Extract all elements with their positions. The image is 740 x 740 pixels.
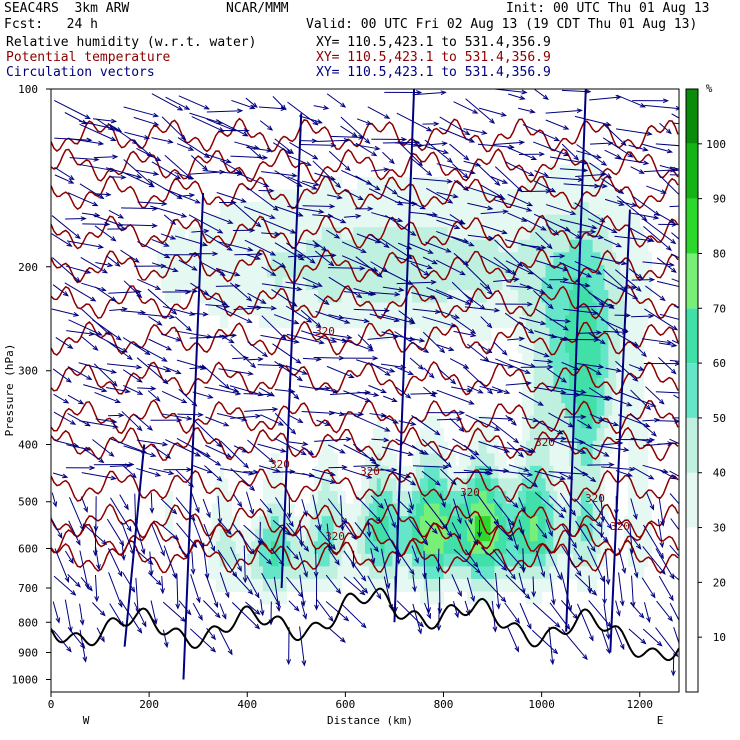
field-label-theta: Potential temperature — [6, 50, 171, 65]
colorbar-band — [686, 198, 698, 254]
field-xy-vectors: XY= 110.5,423.1 to 531.4,356.9 — [316, 65, 551, 80]
field-label-vectors: Circulation vectors — [6, 65, 155, 80]
x-tick-label: 200 — [139, 698, 159, 711]
y-tick-label: 700 — [18, 582, 38, 595]
colorbar-label: 60 — [713, 357, 726, 370]
header-valid: Valid: 00 UTC Fri 02 Aug 13 (19 CDT Thu … — [306, 17, 698, 32]
colorbar-band — [686, 472, 698, 528]
x-axis-title: Distance (km) — [327, 714, 413, 727]
theta-contour-label: 320 — [315, 325, 335, 338]
x-tick-label: 600 — [335, 698, 355, 711]
theta-labels: 320 320 320 320 320 320 320 320 — [270, 325, 630, 543]
x-tick-label: 0 — [48, 698, 55, 711]
circulation-vectors — [51, 89, 679, 680]
y-tick-label: 500 — [18, 496, 38, 509]
colorbar-label: 10 — [713, 631, 726, 644]
colorbar-label: 50 — [713, 412, 726, 425]
theta-contour-label: 320 — [535, 436, 555, 449]
y-tick-label: 200 — [18, 261, 38, 274]
theta-contour-label: 320 — [360, 465, 380, 478]
terrain-line — [51, 587, 679, 662]
x-axis: 0 200 400 600 800 1000 1200 — [48, 692, 653, 711]
colorbar-frame — [685, 88, 699, 693]
y-tick-label: 1000 — [12, 673, 39, 686]
header-forecast: Fcst: 24 h — [4, 17, 98, 32]
colorbar-label: 30 — [713, 522, 726, 535]
theta-contour-label: 320 — [460, 486, 480, 499]
colorbar: 10 20 30 40 50 60 70 80 90 100 — [685, 88, 726, 693]
y-tick-label: 100 — [18, 83, 38, 96]
y-tick-label: 600 — [18, 542, 38, 555]
y-axis: 100 200 300 400 500 600 700 800 900 1000 — [12, 83, 51, 686]
y-tick-label: 800 — [18, 616, 38, 629]
colorbar-band — [686, 363, 698, 418]
plot-frame — [50, 88, 680, 693]
field-label-rh: Relative humidity (w.r.t. water) — [6, 35, 257, 50]
header-center: NCAR/MMM — [226, 1, 289, 16]
x-tick-label: 1000 — [528, 698, 555, 711]
field-xy-theta: XY= 110.5,423.1 to 531.4,356.9 — [316, 50, 551, 65]
colorbar-band — [686, 143, 698, 199]
theta-contour-label: 320 — [585, 492, 605, 505]
colorbar-label: 70 — [713, 302, 726, 315]
x-end-label-west: W — [83, 714, 90, 727]
colorbar-band — [686, 527, 698, 583]
header-init: Init: 00 UTC Thu 01 Aug 13 — [506, 1, 710, 16]
y-tick-label: 300 — [18, 365, 38, 378]
colorbar-band — [686, 582, 698, 638]
colorbar-band — [686, 253, 698, 309]
colorbar-band — [686, 308, 698, 364]
colorbar-label: 100 — [706, 138, 726, 151]
x-tick-label: 1200 — [627, 698, 654, 711]
colorbar-label: 90 — [713, 193, 726, 206]
colorbar-label: 40 — [713, 467, 726, 480]
x-tick-label: 400 — [237, 698, 257, 711]
colorbar-band — [686, 637, 698, 692]
colorbar-label: 80 — [713, 247, 726, 260]
y-tick-label: 400 — [18, 439, 38, 452]
colorbar-band — [686, 417, 698, 473]
x-end-label-east: E — [657, 714, 664, 727]
header-model: SEAC4RS 3km ARW — [4, 1, 130, 16]
y-tick-label: 900 — [18, 646, 38, 659]
field-xy-rh: XY= 110.5,423.1 to 531.4,356.9 — [316, 35, 551, 50]
colorbar-unit: % — [706, 82, 713, 95]
theta-contour-label: 320 — [270, 458, 290, 471]
y-axis-title: Pressure (hPa) — [3, 344, 16, 437]
theta-contour-label: 320 — [610, 520, 630, 533]
colorbar-band — [686, 89, 698, 144]
colorbar-label: 20 — [713, 576, 726, 589]
theta-contour-label: 320 — [325, 530, 345, 543]
x-tick-label: 800 — [434, 698, 454, 711]
